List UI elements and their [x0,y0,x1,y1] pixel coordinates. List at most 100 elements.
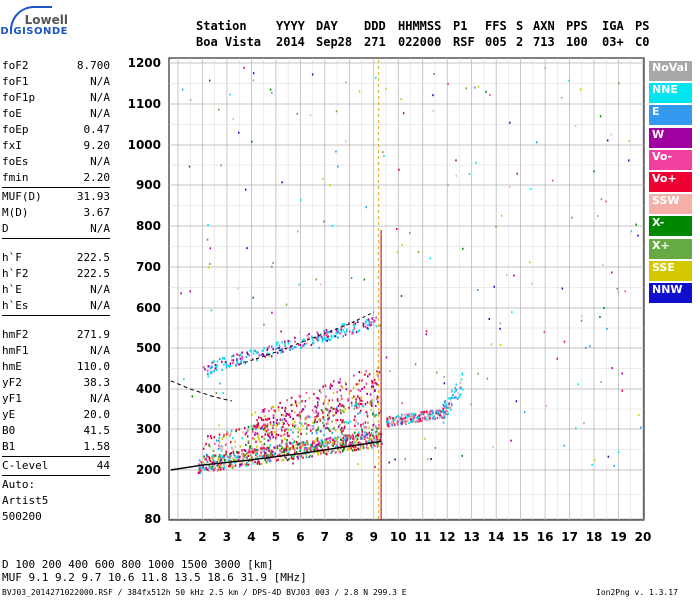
echo-point [289,447,292,450]
noise-point [229,93,231,96]
echo-point [346,437,349,440]
echo-point [310,425,312,428]
echo-point [231,359,233,362]
param-name: B0 [2,424,16,437]
footer-d-value-1: 200 [35,558,62,571]
echo-point [221,437,224,440]
echo-point [294,340,296,343]
echo-point [358,406,360,409]
echo-point [284,344,286,347]
echo-point [339,381,341,384]
y-tick-label: 1200 [128,56,161,70]
echo-point [249,454,252,457]
echo-point [309,454,311,457]
echo-point [301,445,304,448]
header-label-9: PPS [566,19,588,33]
echo-point [258,426,260,429]
echo-point [331,384,333,387]
echo-point [317,451,320,454]
echo-point [332,444,334,447]
echo-point [330,383,332,386]
echo-point [285,449,288,452]
echo-point [343,325,345,328]
noise-point [635,223,637,226]
param-name: M(D) [2,206,29,219]
echo-point [297,343,300,347]
noise-point [603,306,605,309]
echo-point [289,348,291,351]
profile-curve [170,440,382,471]
noise-point [329,184,331,187]
echo-point [329,338,331,341]
echo-point [353,395,355,398]
echo-point [216,368,218,371]
echo-point [352,443,354,446]
echo-point [226,452,228,455]
header-label-6: FFS [485,19,507,33]
noise-point [298,394,300,397]
echo-point [348,322,350,325]
echo-point [273,452,275,455]
echo-point [208,458,211,461]
echo-point [236,451,238,454]
param-value: 8.700 [76,59,110,72]
echo-point [227,455,229,458]
echo-point [376,373,378,376]
echo-point [299,415,302,418]
echo-point [254,411,257,414]
echo-point [220,456,223,459]
echo-point [305,454,308,457]
header-value-2: Sep28 [316,35,353,49]
noise-point [579,88,582,91]
echo-point [297,427,299,430]
echo-point [225,453,227,456]
echo-point [319,419,321,422]
echo-point [316,444,319,448]
echo-point [280,434,282,437]
echo-point [290,396,293,399]
noise-point [244,188,247,191]
echo-point [250,350,253,353]
param-row-foEs: foEs N/A [2,154,110,170]
noise-point [616,287,618,290]
echo-point [288,347,291,350]
echo-point [316,337,318,341]
echo-point [233,453,235,456]
echo-point [297,457,299,460]
footer-muf-label: MUF [2,571,22,584]
noise-point [281,181,283,184]
echo-point [338,423,341,427]
echo-point [269,457,271,460]
echo-point [413,420,415,423]
echo-point [401,422,403,425]
echo-point [340,328,342,331]
echo-point [263,410,265,413]
echo-point [310,449,312,452]
echo-point [264,429,266,432]
echo-point [340,330,343,334]
echo-point [419,419,422,422]
echo-point [331,407,334,410]
echo-point [350,447,352,450]
echo-point [272,405,275,408]
x-tick-label: 12 [439,530,456,544]
echo-point [295,404,298,407]
echo-point [223,454,225,457]
noise-point [320,391,322,394]
echo-point [257,436,259,439]
param-row-foEp: foEp 0.47 [2,122,110,138]
echo-point [374,389,376,392]
echo-point [378,412,380,415]
echo-point [246,351,248,354]
noise-point [621,389,623,392]
echo-point [348,406,350,409]
echo-point [305,391,308,394]
echo-point [368,438,370,441]
echo-point [344,333,347,336]
noise-point [296,455,298,458]
legend-item-x-: X- [649,216,692,237]
echo-point [336,419,339,422]
echo-point [311,442,314,445]
noise-point [531,282,533,285]
echo-point [363,437,365,440]
